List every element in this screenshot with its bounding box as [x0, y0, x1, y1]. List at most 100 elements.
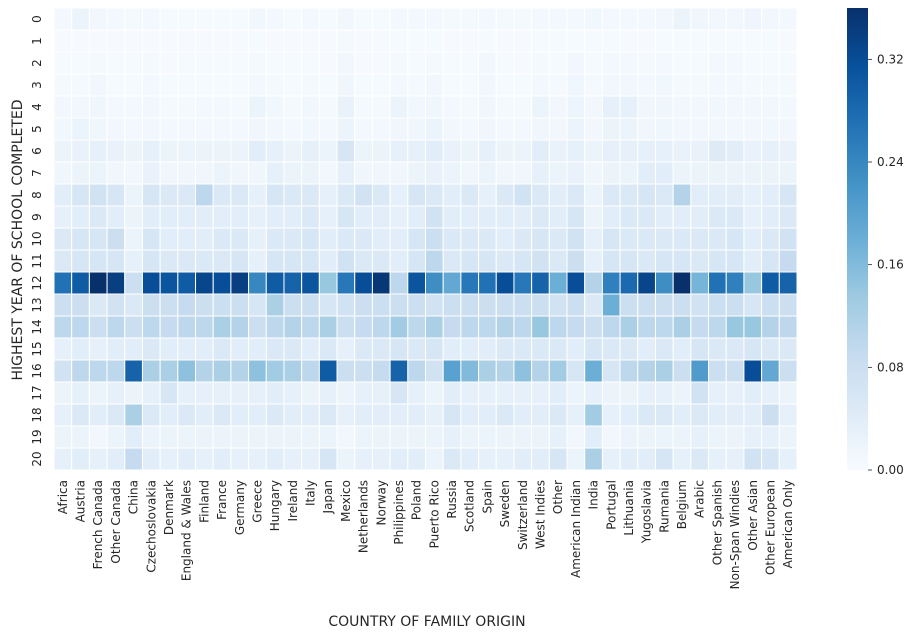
- heatmap-cell: [318, 95, 338, 119]
- heatmap-cell: [725, 95, 745, 119]
- heatmap-cell: [371, 51, 391, 75]
- heatmap-cell: [619, 293, 639, 317]
- heatmap-cell: [195, 359, 214, 383]
- heatmap-cell: [88, 205, 108, 229]
- heatmap-cell: [654, 271, 674, 295]
- heatmap-cell: [141, 227, 161, 251]
- heatmap-cell: [743, 447, 763, 471]
- heatmap-cell: [566, 139, 586, 163]
- heatmap-cell: [743, 205, 763, 229]
- heatmap-cell: [672, 161, 692, 185]
- heatmap-cell: [708, 73, 727, 97]
- x-tick-label: Mexico: [339, 480, 353, 522]
- heatmap-cell: [301, 51, 320, 75]
- heatmap-cell: [601, 183, 621, 207]
- heatmap-cell: [654, 315, 674, 339]
- heatmap-cell: [743, 73, 763, 97]
- heatmap-cell: [495, 249, 515, 273]
- heatmap-cell: [141, 293, 161, 317]
- heatmap-cell: [478, 73, 497, 97]
- heatmap-cell: [672, 29, 692, 53]
- heatmap-cell: [761, 205, 780, 229]
- heatmap-cell: [265, 425, 285, 449]
- y-tick-label: 5: [30, 125, 44, 133]
- heatmap-cell: [159, 139, 179, 163]
- y-tick-label: 11: [30, 253, 44, 268]
- x-tick-label: Belgium: [675, 480, 689, 529]
- heatmap-cell: [336, 315, 356, 339]
- heatmap-cell: [425, 95, 444, 119]
- heatmap-cell: [195, 315, 214, 339]
- heatmap-cell: [265, 359, 285, 383]
- heatmap-cell: [141, 29, 161, 53]
- heatmap-cell: [425, 381, 444, 405]
- heatmap-cell: [265, 227, 285, 251]
- heatmap-cell: [495, 271, 515, 295]
- heatmap-cell: [248, 183, 267, 207]
- heatmap-cell: [177, 315, 197, 339]
- heatmap-cell: [566, 51, 586, 75]
- heatmap-cell: [354, 381, 373, 405]
- heatmap-cell: [106, 29, 126, 53]
- heatmap-cell: [425, 7, 444, 31]
- heatmap-cell: [672, 95, 692, 119]
- heatmap-cell: [88, 117, 108, 141]
- heatmap-cell: [230, 29, 250, 53]
- heatmap-cell: [425, 139, 444, 163]
- colorbar-tick-label: 0.24: [877, 155, 904, 169]
- heatmap-cell: [195, 227, 214, 251]
- heatmap-cell: [672, 73, 692, 97]
- heatmap-cell: [212, 29, 232, 53]
- heatmap-cell: [177, 73, 197, 97]
- heatmap-cell: [708, 227, 727, 251]
- heatmap-cell: [88, 73, 108, 97]
- heatmap-cell: [442, 271, 462, 295]
- heatmap-cell: [566, 161, 586, 185]
- heatmap-cell: [283, 425, 303, 449]
- heatmap-cell: [71, 337, 90, 361]
- heatmap-cell: [460, 381, 480, 405]
- heatmap-cell: [690, 337, 710, 361]
- heatmap-cell: [389, 139, 409, 163]
- heatmap-cell: [71, 95, 90, 119]
- heatmap-cell: [425, 73, 444, 97]
- heatmap-cell: [177, 7, 197, 31]
- heatmap-cell: [141, 337, 161, 361]
- heatmap-cell: [371, 183, 391, 207]
- heatmap-cell: [654, 227, 674, 251]
- heatmap-cell: [212, 139, 232, 163]
- heatmap-cell: [389, 95, 409, 119]
- heatmap-cell: [336, 337, 356, 361]
- heatmap-cell: [106, 381, 126, 405]
- heatmap-cell: [495, 403, 515, 427]
- heatmap-cell: [442, 205, 462, 229]
- heatmap-cell: [212, 249, 232, 273]
- heatmap-cell: [283, 381, 303, 405]
- heatmap-cell: [177, 447, 197, 471]
- heatmap-cell: [159, 227, 179, 251]
- heatmap-cell: [495, 29, 515, 53]
- x-tick-label: Other: [551, 480, 565, 514]
- heatmap-cell: [283, 249, 303, 273]
- x-tick-label: Finland: [197, 480, 211, 523]
- heatmap-cell: [195, 139, 214, 163]
- x-tick-label: Germany: [233, 480, 247, 535]
- x-tick-label: Other Canada: [109, 480, 123, 564]
- heatmap-cell: [248, 249, 267, 273]
- heatmap-cell: [177, 293, 197, 317]
- heatmap-cell: [601, 7, 621, 31]
- heatmap-cell: [53, 359, 73, 383]
- heatmap-cell: [654, 183, 674, 207]
- heatmap-cell: [743, 425, 763, 449]
- heatmap-cell: [159, 271, 179, 295]
- heatmap-cell: [195, 381, 214, 405]
- heatmap-cell: [584, 447, 603, 471]
- heatmap-cell: [584, 95, 603, 119]
- heatmap-cell: [619, 271, 639, 295]
- heatmap-cell: [159, 293, 179, 317]
- heatmap-cell: [336, 359, 356, 383]
- x-tick-label: Italy: [304, 480, 318, 506]
- heatmap-cell: [566, 293, 586, 317]
- heatmap-cell: [141, 249, 161, 273]
- heatmap-cell: [566, 337, 586, 361]
